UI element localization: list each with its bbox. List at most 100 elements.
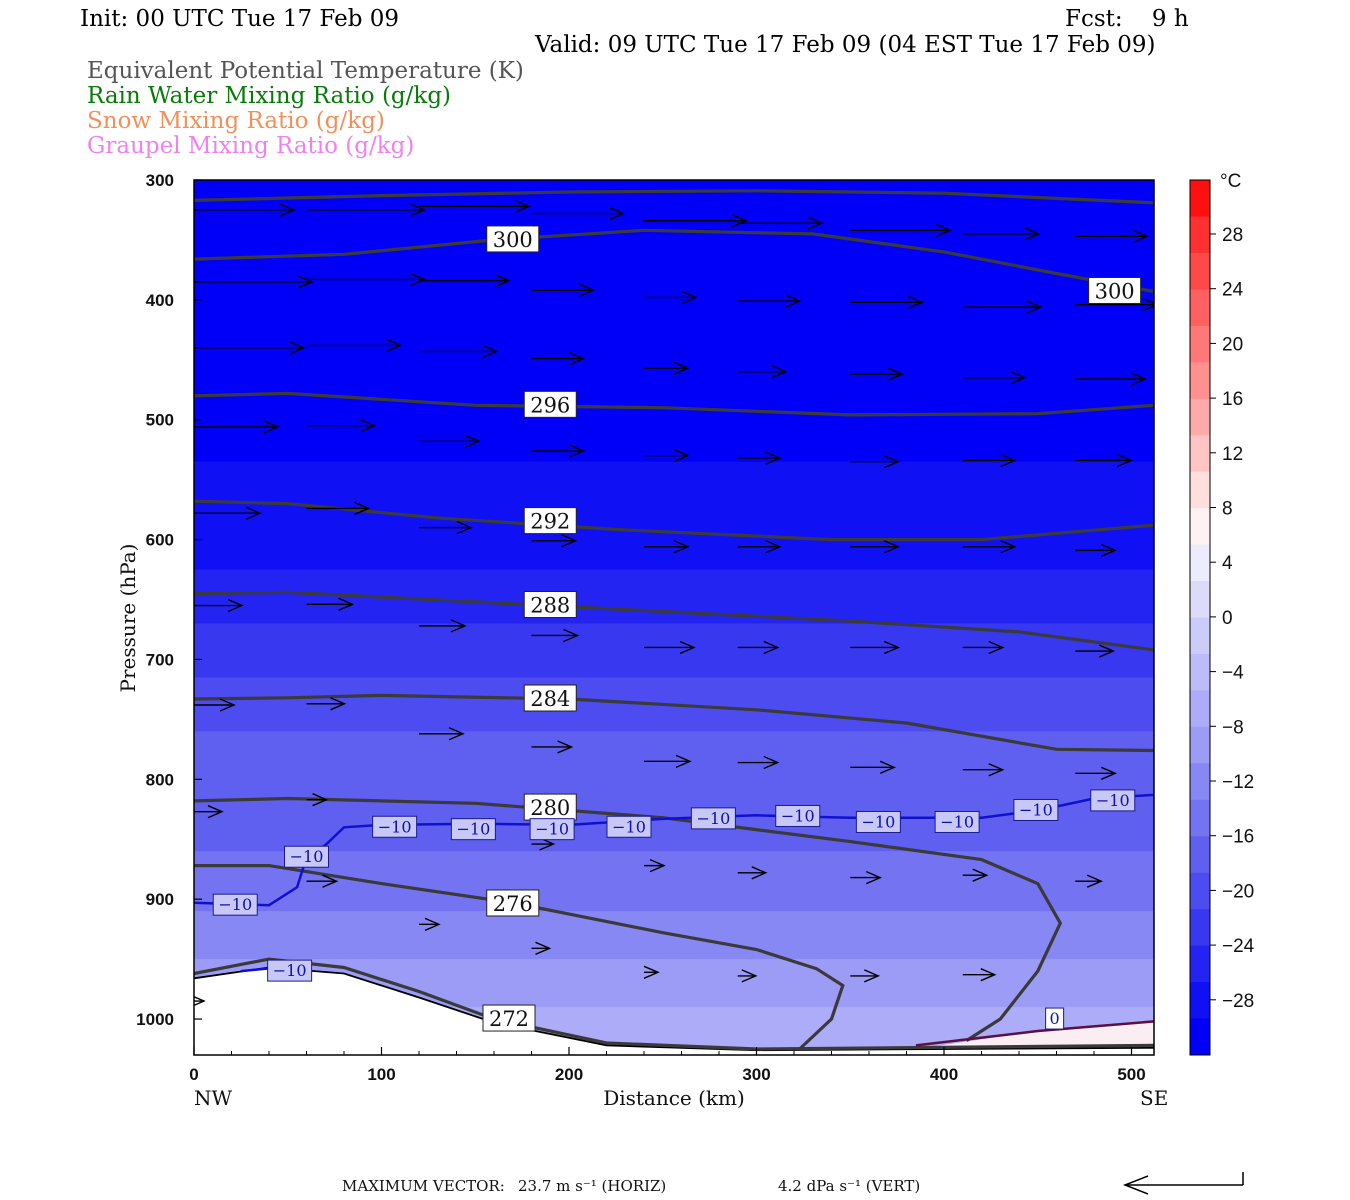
- colorbar-tick-label: 28: [1222, 225, 1243, 246]
- wind-vector: [531, 444, 586, 458]
- colorbar: 28 24 20 16 12 8 4 0 −4 −8 −12 −16 −20 −24 −28: [1189, 179, 1255, 1056]
- wind-vector: [850, 870, 883, 885]
- colorbar-swatch: [1190, 471, 1210, 509]
- temperature-label: −10: [1090, 789, 1136, 812]
- colorbar-swatch: [1190, 617, 1210, 655]
- colorbar-tick-label: −8: [1222, 717, 1244, 738]
- temperature-band: [194, 461, 1154, 517]
- x-tick-label: 500: [1117, 1065, 1145, 1084]
- theta-e-label: 300: [486, 225, 540, 253]
- colorbar-tick-label: 4: [1222, 553, 1233, 574]
- wind-vector: [737, 640, 780, 655]
- wind-vector: [644, 640, 696, 655]
- y-tick-label: 600: [146, 531, 174, 550]
- wind-vector: [306, 419, 377, 433]
- temperature-label: 0: [1045, 1007, 1065, 1030]
- wind-vector: [644, 449, 690, 463]
- svg-text:288: 288: [530, 594, 570, 618]
- y-tick-label: 500: [146, 411, 174, 430]
- temperature-label: −10: [690, 807, 736, 830]
- colorbar-swatch: [1190, 945, 1210, 983]
- legend-entry: Graupel Mixing Ratio (g/kg): [87, 133, 414, 159]
- x-end-left: NW: [194, 1086, 233, 1110]
- wind-vector: [419, 344, 499, 359]
- colorbar-unit: °C: [1220, 171, 1241, 192]
- wind-vector: [531, 206, 626, 221]
- colorbar-frame: [1189, 179, 1211, 1056]
- temperature-label: −10: [372, 815, 418, 838]
- wind-vector: [194, 275, 314, 289]
- theta-e-288: [194, 590, 1154, 652]
- colorbar-tick-label: −28: [1222, 991, 1254, 1012]
- forecast-hour: Fcst: 9 h: [1065, 6, 1189, 32]
- x-tick-label: 400: [930, 1065, 958, 1084]
- svg-text:280: 280: [530, 796, 570, 820]
- colorbar-swatch: [1190, 398, 1210, 436]
- svg-text:−10: −10: [273, 961, 307, 980]
- svg-text:−10: −10: [781, 806, 815, 825]
- wind-vector: [643, 965, 660, 979]
- wind-vector: [531, 283, 596, 297]
- colorbar-tick-label: −24: [1222, 936, 1255, 957]
- theta-e-292: [194, 499, 1154, 542]
- wind-vector: [306, 272, 427, 287]
- theta-e-label: 292: [523, 507, 577, 535]
- wind-vector: [644, 754, 692, 768]
- theta-e-276: [194, 864, 845, 1051]
- wind-vector: [644, 361, 690, 375]
- field-legend: Equivalent Potential Temperature (K)Rain…: [87, 58, 524, 159]
- svg-text:276: 276: [493, 892, 533, 916]
- wind-vector: [194, 698, 236, 712]
- y-tick-label: 1000: [136, 1010, 174, 1029]
- theta-e-284: [194, 693, 1154, 753]
- colorbar-swatch: [1190, 872, 1210, 910]
- theta-e-label: 284: [523, 684, 577, 712]
- wind-vector: [1075, 453, 1134, 468]
- wind-vector: [306, 697, 347, 711]
- svg-text:300: 300: [493, 228, 533, 252]
- x-tick-label: 100: [367, 1065, 395, 1084]
- theta-e-label: 288: [523, 591, 577, 619]
- colorbar-swatch: [1190, 653, 1210, 691]
- svg-text:−10: −10: [218, 895, 252, 914]
- wind-vector: [1075, 874, 1104, 888]
- wind-vector: [531, 628, 580, 643]
- legend-entry: Rain Water Mixing Ratio (g/kg): [87, 83, 451, 109]
- colorbar-tick-label: −12: [1222, 772, 1254, 793]
- max-vector-horiz: 23.7 m s⁻¹ (HORIZ): [518, 1177, 666, 1195]
- y-tick-label: 300: [146, 171, 174, 190]
- wind-vector: [644, 540, 690, 554]
- wind-vector: [306, 203, 427, 217]
- wind-vector: [531, 740, 574, 754]
- x-axis: 0 100 200 300 400 500: [189, 1047, 1146, 1084]
- wind-vector: [962, 371, 1027, 385]
- valid-time: Valid: 09 UTC Tue 17 Feb 09 (04 EST Tue …: [534, 32, 1155, 58]
- wind-vector: [962, 640, 1005, 655]
- colorbar-tick-label: −4: [1222, 663, 1244, 684]
- wind-vector: [194, 598, 244, 613]
- svg-text:−10: −10: [535, 820, 569, 839]
- temperature-label: −10: [212, 893, 258, 916]
- wind-vector: [962, 453, 1017, 468]
- theta-e-label: 280: [523, 793, 577, 821]
- colorbar-swatch: [1190, 216, 1210, 254]
- colorbar-tick-label: 20: [1222, 334, 1243, 355]
- wind-vector: [306, 597, 355, 611]
- colorbar-swatch: [1190, 508, 1210, 546]
- y-tick-label: 900: [146, 890, 174, 909]
- wind-vectors: [194, 199, 1154, 1007]
- temperature-band: [194, 569, 1154, 625]
- svg-text:−10: −10: [696, 809, 730, 828]
- temperature--10: [194, 793, 1154, 907]
- wind-vector: [419, 434, 481, 448]
- max-vector-label: MAXIMUM VECTOR:: [342, 1177, 505, 1195]
- colorbar-swatch: [1190, 726, 1210, 764]
- colorbar-swatch: [1190, 581, 1210, 618]
- colorbar-swatch: [1190, 763, 1210, 801]
- y-axis: 300 400 500 600 700 800 900 1000: [136, 171, 202, 1029]
- max-vector-vert: 4.2 dPa s⁻¹ (VERT): [778, 1177, 920, 1195]
- temperature-label: −10: [855, 810, 901, 833]
- wind-vector: [962, 968, 997, 982]
- wind-vector: [419, 199, 531, 214]
